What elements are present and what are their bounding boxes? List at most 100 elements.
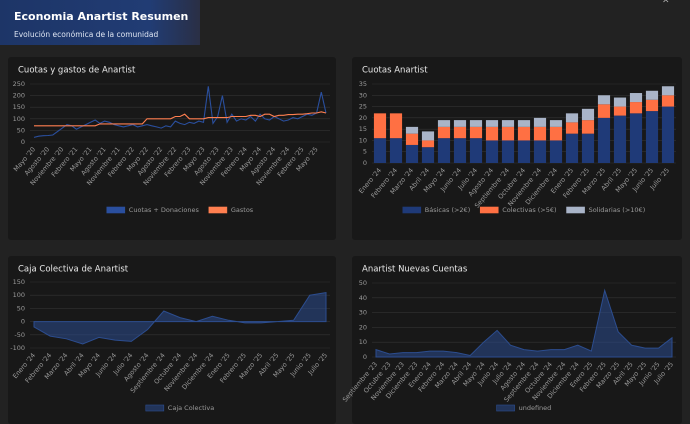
bar-segment bbox=[549, 120, 563, 127]
legend: undefined bbox=[496, 404, 552, 412]
y-tick-label: 5 bbox=[363, 148, 367, 156]
legend-label: Cuotas + Donaciones bbox=[129, 206, 200, 214]
y-tick-label: 200 bbox=[13, 92, 25, 100]
bar-segment bbox=[645, 111, 659, 163]
chart-title: Caja Colectiva de Anartist bbox=[18, 265, 129, 275]
y-tick-label: 150 bbox=[13, 103, 25, 111]
bar-segment bbox=[645, 90, 659, 100]
bar-segment bbox=[453, 126, 467, 139]
legend-label: Caja Colectiva bbox=[168, 404, 214, 412]
y-tick-label: 20 bbox=[359, 323, 367, 331]
legend-swatch bbox=[145, 404, 165, 412]
y-tick-label: 50 bbox=[17, 126, 25, 134]
bar-segment bbox=[373, 113, 387, 139]
bar-segment bbox=[533, 140, 547, 163]
y-tick-label: 35 bbox=[359, 80, 367, 88]
bar-segment bbox=[629, 93, 643, 103]
y-tick-label: 25 bbox=[359, 103, 367, 111]
y-tick-label: -50 bbox=[14, 331, 25, 339]
bar-segment bbox=[437, 120, 451, 127]
y-tick-label: 100 bbox=[13, 291, 25, 299]
y-tick-label: 50 bbox=[359, 279, 367, 287]
bar-segment bbox=[453, 120, 467, 127]
legend-swatch bbox=[496, 404, 515, 412]
legend-swatch bbox=[566, 206, 585, 214]
y-tick-label: -100 bbox=[10, 344, 25, 352]
bar-segment bbox=[501, 140, 515, 163]
legend-swatch bbox=[208, 206, 228, 214]
legend-label: Gastos bbox=[231, 206, 254, 214]
y-tick-label: 20 bbox=[359, 114, 367, 122]
panel bbox=[8, 57, 336, 240]
chart-title: Anartist Nuevas Cuentas bbox=[362, 265, 468, 275]
legend-swatch bbox=[479, 206, 499, 214]
bar-segment bbox=[597, 117, 611, 163]
bar-segment bbox=[389, 138, 403, 163]
bar-segment bbox=[485, 140, 499, 163]
area bbox=[33, 292, 327, 345]
y-tick-label: 30 bbox=[359, 309, 367, 317]
bar-segment bbox=[581, 108, 595, 121]
bar-segment bbox=[549, 140, 563, 163]
bar-segment bbox=[485, 126, 499, 141]
bar-segment bbox=[581, 133, 595, 163]
bar-segment bbox=[405, 126, 419, 134]
bar-segment bbox=[613, 97, 627, 107]
y-tick-label: 150 bbox=[13, 278, 25, 286]
legend-label: undefined bbox=[519, 404, 552, 412]
header-subtitle: Evolución económica de la comunidad bbox=[14, 30, 158, 39]
y-tick-label: 30 bbox=[359, 91, 367, 99]
bar-segment bbox=[517, 126, 531, 141]
bar-segment bbox=[661, 86, 675, 96]
bar-segment bbox=[421, 140, 435, 148]
legend: Cuotas + Donaciones Gastos bbox=[106, 206, 254, 214]
y-tick-label: 0 bbox=[363, 159, 367, 167]
panel bbox=[352, 256, 682, 424]
bar-segment bbox=[405, 144, 419, 163]
bar-segment bbox=[533, 117, 547, 127]
bar-segment bbox=[469, 126, 483, 139]
y-tick-label: 250 bbox=[13, 80, 25, 88]
legend-label: Solidarias (>10€) bbox=[589, 206, 646, 214]
bar-segment bbox=[629, 102, 643, 114]
bar-segment bbox=[661, 106, 675, 163]
y-tick-label: 0 bbox=[21, 318, 25, 326]
bar-segment bbox=[597, 104, 611, 118]
y-tick-label: 10 bbox=[359, 136, 367, 144]
bar-segment bbox=[437, 138, 451, 163]
bar-segment bbox=[565, 113, 579, 123]
close-icon[interactable]: × bbox=[662, 0, 670, 6]
area bbox=[375, 288, 673, 358]
y-tick-label: 50 bbox=[17, 304, 25, 312]
bar-segment bbox=[597, 95, 611, 105]
bar-segment bbox=[421, 147, 435, 163]
bar-segment bbox=[501, 120, 515, 127]
bar-segment bbox=[501, 126, 515, 141]
bar-segment bbox=[437, 126, 451, 139]
y-tick-label: 100 bbox=[13, 115, 25, 123]
legend: Caja Colectiva bbox=[145, 404, 214, 412]
panel bbox=[8, 256, 336, 424]
bar-segment bbox=[661, 95, 675, 107]
header-title: Economia Anartist Resumen bbox=[14, 10, 188, 23]
chart-title: Cuotas Anartist bbox=[362, 66, 428, 76]
bar-segment bbox=[565, 122, 579, 134]
y-tick-label: 0 bbox=[363, 353, 367, 361]
legend-label: Básicas (>2€) bbox=[425, 206, 470, 214]
bar-segment bbox=[629, 113, 643, 163]
bar-segment bbox=[453, 138, 467, 163]
bar-segment bbox=[485, 120, 499, 127]
chart-title: Cuotas y gastos de Anartist bbox=[18, 66, 136, 76]
y-tick-label: 40 bbox=[359, 294, 367, 302]
legend-label: Colectivas (>5€) bbox=[502, 206, 556, 214]
bar-segment bbox=[549, 126, 563, 141]
bar-segment bbox=[533, 126, 547, 141]
legend: Básicas (>2€) Colectivas (>5€) Solidarias … bbox=[402, 206, 646, 214]
bar-segment bbox=[517, 140, 531, 163]
bar-segment bbox=[405, 133, 419, 145]
bar-segment bbox=[421, 131, 435, 141]
header-box bbox=[0, 0, 200, 45]
legend-swatch bbox=[106, 206, 126, 214]
bar-segment bbox=[613, 106, 627, 116]
bar-segment bbox=[517, 120, 531, 127]
